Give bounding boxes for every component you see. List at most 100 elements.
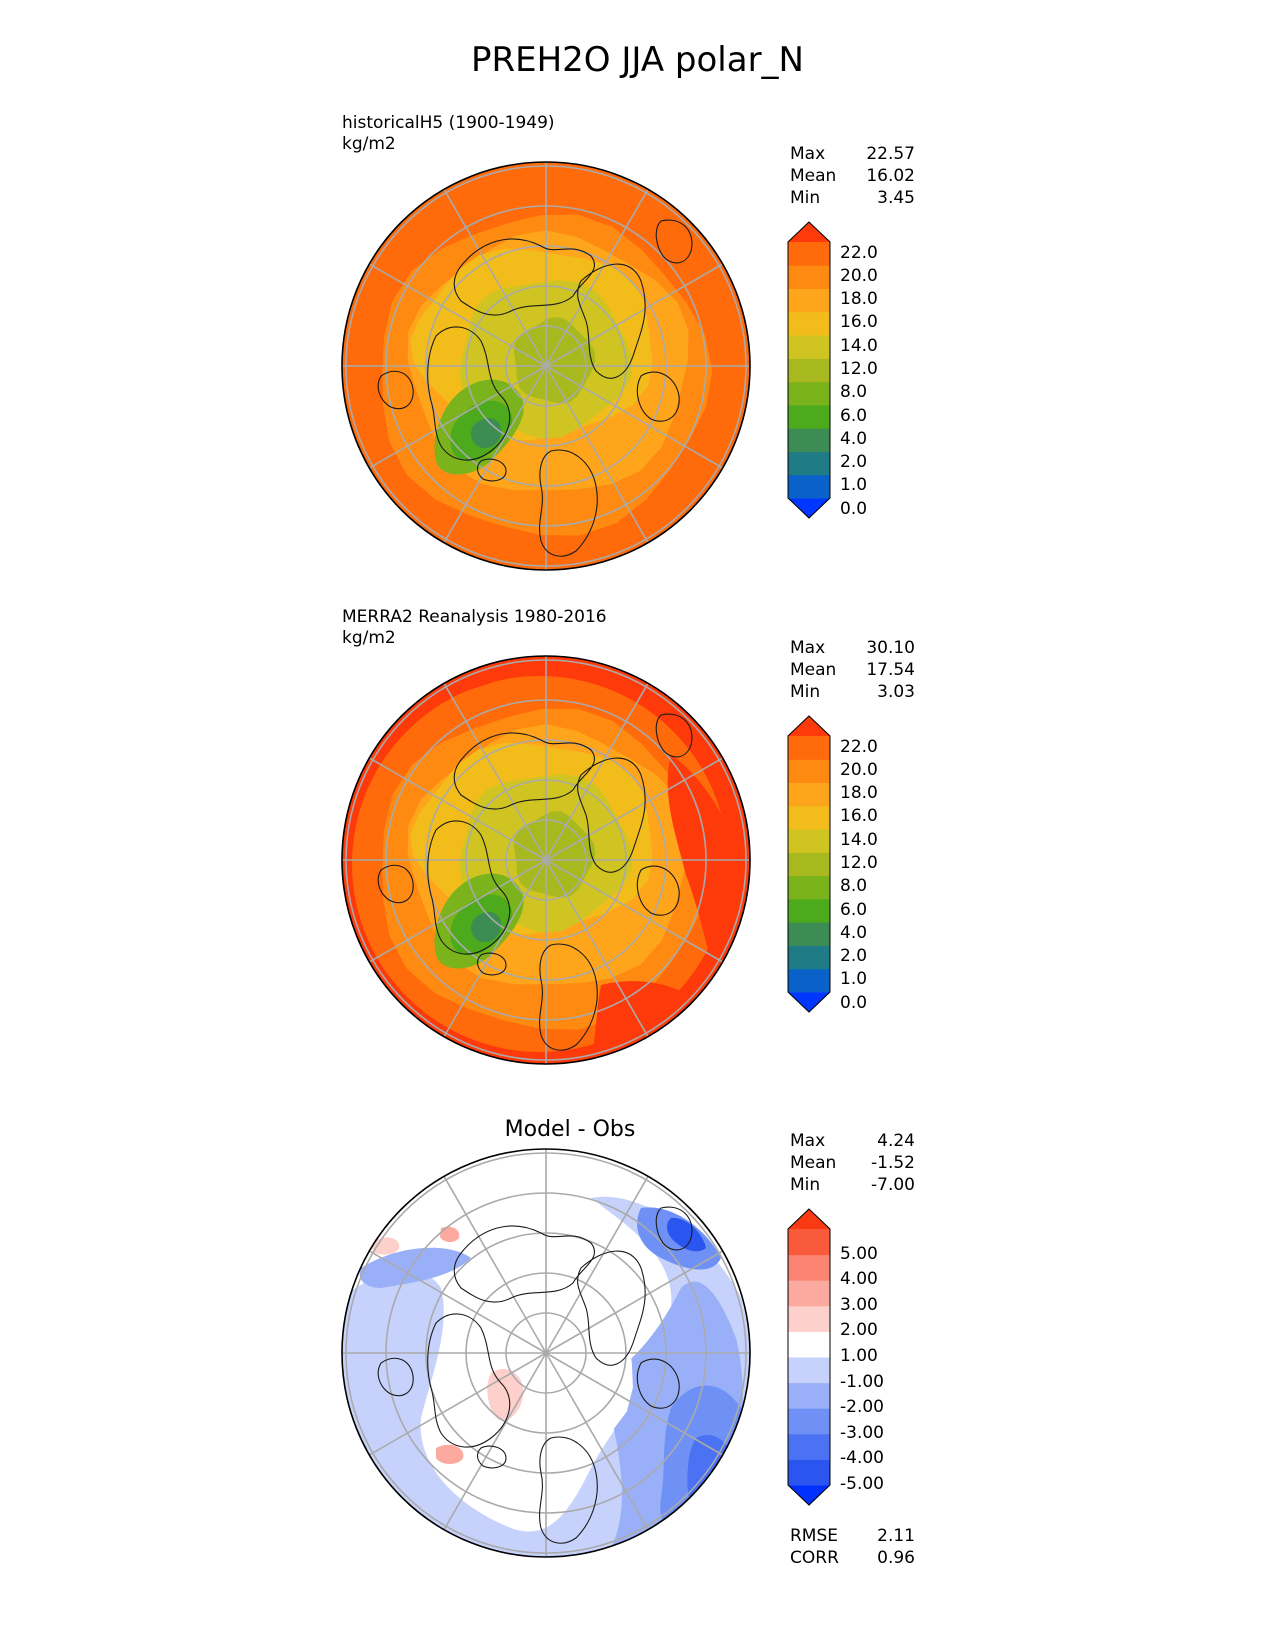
model-stat-min-value: 3.45	[877, 188, 915, 208]
coastline	[636, 371, 680, 422]
coastline	[636, 865, 680, 916]
colorbar-box	[788, 1382, 830, 1409]
colorbar-tick-label: 1.0	[840, 969, 868, 990]
colorbar-box	[788, 1357, 830, 1384]
obs-panel-subtitle: MERRA2 Reanalysis 1980-2016	[342, 607, 607, 627]
coastline	[539, 449, 598, 557]
colorbar-tick-label: 18.0	[840, 783, 878, 804]
colorbar-tick-label: 2.00	[840, 1320, 878, 1341]
colorbar-tick-label: 22.0	[840, 736, 878, 757]
meridian-line	[545, 263, 724, 367]
colorbar-tick-label: 8.0	[840, 876, 868, 897]
colorbar-extend-high	[788, 716, 830, 736]
colorbar-box	[788, 1433, 830, 1460]
coastline	[655, 1206, 693, 1251]
obs-stat-min-value: 3.03	[877, 682, 915, 702]
colorbar-tick-label: 2.0	[840, 452, 868, 473]
coastline	[476, 1445, 507, 1469]
colorbar-box	[788, 829, 830, 853]
colorbar-box	[788, 736, 830, 760]
colorbar-extend-low	[788, 992, 830, 1012]
colorbar-box	[788, 242, 830, 266]
colorbar-tick-label: 0.0	[840, 992, 868, 1013]
field-contour	[436, 1444, 464, 1464]
colorbar-extend-low	[788, 1485, 830, 1505]
colorbar-tick-label: -4.00	[840, 1448, 884, 1469]
colorbar-tick-label: 5.00	[840, 1243, 878, 1264]
coastline	[377, 1357, 414, 1397]
model-panel-subtitle: historicalH5 (1900-1949)	[342, 113, 555, 133]
colorbar-box	[788, 474, 830, 499]
colorbar-tick-label: 12.0	[840, 853, 878, 873]
map-boundary	[341, 1148, 751, 1558]
model-stat-min-label: Min	[790, 188, 821, 208]
field-contour	[440, 1226, 460, 1243]
colorbar-tick-label: -1.00	[840, 1371, 884, 1392]
colorbar-box	[788, 404, 830, 429]
diff-stat-min-value: -7.00	[871, 1175, 915, 1195]
map-boundary	[341, 655, 751, 1065]
colorbar-outline	[787, 715, 831, 1013]
coastline	[577, 263, 646, 379]
colorbar-tick-label: 6.0	[840, 405, 868, 426]
obs-colorbar	[787, 715, 831, 1013]
meridian-line	[545, 365, 649, 544]
diff-colorbar	[787, 1208, 831, 1506]
meridian-line	[443, 188, 547, 367]
colorbar-outline	[787, 221, 831, 519]
meridian-line	[545, 1352, 724, 1456]
colorbar-tick-label: -3.00	[840, 1422, 884, 1443]
coastline	[539, 943, 598, 1051]
field-contour	[342, 656, 551, 750]
colorbar-box	[788, 1254, 830, 1281]
model-stat-max-value: 22.57	[866, 144, 915, 164]
colorbar-tick-label: 18.0	[840, 289, 878, 310]
colorbar-box	[788, 311, 830, 336]
diff-stat-max-label: Max	[790, 1131, 826, 1151]
meridian-line	[545, 859, 724, 963]
colorbar-tick-label: 2.0	[840, 946, 868, 967]
obs-stat-mean-value: 17.54	[866, 660, 915, 680]
colorbar-box	[788, 288, 830, 313]
meridian-line	[368, 859, 547, 963]
model-stat-mean-label: Mean	[790, 166, 837, 186]
meridian-line	[545, 1250, 724, 1354]
diff-polar-map	[341, 1148, 751, 1558]
meridian-line	[545, 682, 649, 861]
figure-title: PREH2O JJA polar_N	[471, 40, 804, 80]
colorbar-box	[788, 1459, 830, 1486]
colorbar-box	[788, 875, 830, 900]
field-contour	[441, 1258, 633, 1470]
colorbar-box	[788, 852, 830, 877]
diff-stat-corr-label: CORR	[790, 1548, 839, 1568]
coastline	[636, 1358, 680, 1409]
coastline	[427, 326, 511, 461]
coastline	[377, 864, 414, 904]
model-panel-title: historicalH5 (1900-1949) kg/m2	[342, 113, 555, 155]
coastline	[655, 219, 693, 264]
colorbar-tick-label: 1.0	[840, 475, 868, 496]
colorbar-tick-label: 4.0	[840, 922, 868, 943]
colorbar-box	[788, 1280, 830, 1307]
diff-stat-corr-value: 0.96	[877, 1548, 915, 1568]
colorbar-box	[788, 898, 830, 923]
colorbar-tick-label: 0.0	[840, 498, 868, 519]
diff-stat-rmse-label: RMSE	[790, 1526, 839, 1546]
colorbar-box	[788, 451, 830, 476]
coastline	[476, 458, 507, 482]
obs-panel-title: MERRA2 Reanalysis 1980-2016 kg/m2	[342, 607, 607, 649]
colorbar-box	[788, 922, 830, 946]
meridian-line	[545, 757, 724, 861]
obs-stat-mean-label: Mean	[790, 660, 837, 680]
colorbar-tick-label: 20.0	[840, 265, 878, 286]
obs-polar-map	[341, 655, 751, 1065]
obs-stat-max-label: Max	[790, 638, 826, 658]
meridian-line	[545, 1352, 649, 1531]
meridian-line	[368, 365, 547, 469]
colorbar-box	[788, 335, 830, 359]
colorbar-tick-label: -5.00	[840, 1474, 884, 1494]
colorbar-tick-label: 12.0	[840, 359, 878, 379]
meridian-line	[545, 188, 649, 367]
coastline	[453, 732, 595, 810]
meridian-line	[443, 365, 547, 544]
